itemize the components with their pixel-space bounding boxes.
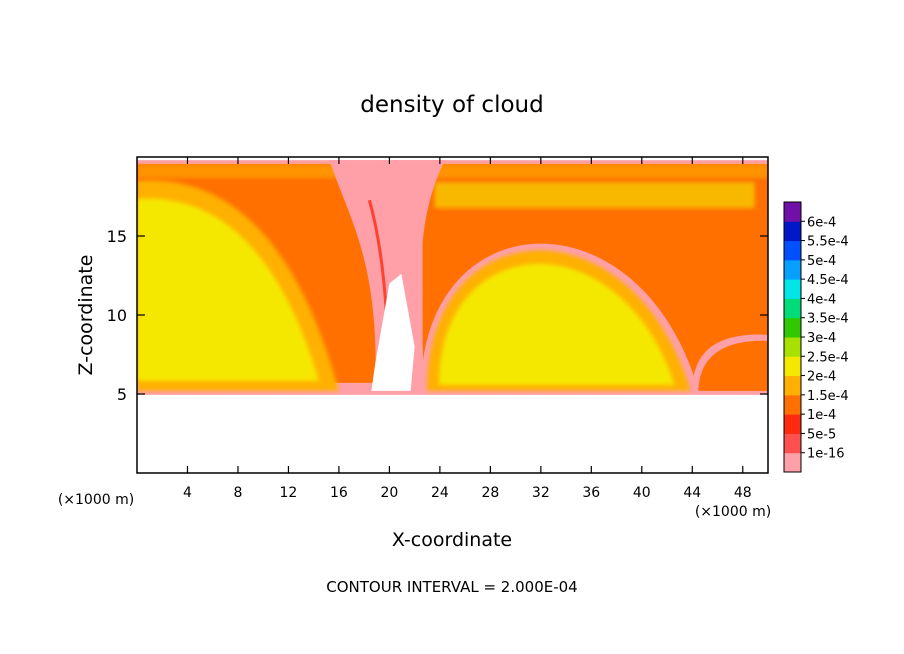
colorbar-label: 5.5e-4 — [807, 235, 849, 250]
x-axis-label: X-coordinate — [392, 529, 512, 551]
colorbar-swatch — [784, 375, 801, 396]
small-dome — [698, 340, 768, 391]
colorbar-swatch — [784, 317, 801, 338]
colorbar-label: 1e-4 — [807, 408, 836, 423]
colorbar-label: 2.5e-4 — [807, 350, 849, 365]
left-dome-core — [137, 198, 319, 381]
colorbar-swatch — [784, 259, 801, 280]
colorbar-swatch — [784, 240, 801, 261]
y-tick-label: 10 — [107, 306, 127, 325]
x-tick-label: 36 — [582, 485, 600, 501]
colorbar-swatch — [784, 298, 801, 319]
colorbar-swatch — [784, 433, 801, 454]
x-tick-label: 20 — [380, 485, 398, 501]
contour-interval-text: CONTOUR INTERVAL = 2.000E-04 — [326, 578, 577, 596]
x-unit-left: (×1000 m) — [58, 492, 134, 508]
x-tick-label: 4 — [183, 485, 192, 501]
colorbar-swatch — [784, 414, 801, 434]
colorbar-swatch — [784, 394, 801, 415]
density-field — [137, 160, 768, 473]
colorbar-label: 5e-4 — [807, 254, 836, 269]
right-dome-core — [438, 263, 675, 385]
y-axis-ticks: 5 10 15 — [107, 227, 768, 404]
colorbar-label: 4.5e-4 — [807, 273, 849, 288]
x-tick-label: 48 — [734, 485, 752, 501]
x-tick-label: 16 — [330, 485, 348, 501]
colorbar-label: 1.5e-4 — [807, 389, 849, 404]
colorbar-label: 3.5e-4 — [807, 312, 849, 327]
colorbar-swatch — [784, 221, 801, 242]
colorbar-swatch — [784, 452, 801, 473]
clear-gap — [371, 273, 415, 391]
colorbar-label: 2e-4 — [807, 370, 836, 385]
upper-band — [137, 164, 768, 179]
clear-air-below — [137, 395, 768, 473]
colorbar-label: 5e-5 — [807, 427, 836, 442]
colorbar-label: 6e-4 — [807, 215, 836, 230]
x-tick-label: 12 — [280, 485, 298, 501]
x-tick-label: 40 — [633, 485, 651, 501]
y-tick-label: 15 — [107, 227, 127, 246]
colorbar-swatch — [784, 279, 801, 299]
upper-right-band — [434, 182, 755, 209]
colorbar: 6e-4 5.5e-4 5e-4 4.5e-4 4e-4 3.5e-4 3e-4 2.5e-4… — [783, 201, 849, 473]
central-plume — [329, 160, 445, 391]
x-tick-label: 32 — [532, 485, 550, 501]
x-tick-label: 24 — [431, 485, 449, 501]
colorbar-swatch — [784, 337, 801, 357]
x-tick-label: 44 — [683, 485, 701, 501]
x-tick-label: 8 — [233, 485, 242, 501]
chart-title: density of cloud — [360, 92, 543, 118]
colorbar-label: 1e-16 — [807, 447, 845, 462]
y-axis-label: Z-coordinate — [75, 255, 97, 376]
x-unit-right: (×1000 m) — [695, 504, 771, 520]
x-axis-ticks: 4 8 12 16 20 24 28 32 36 40 44 48 — [183, 157, 752, 501]
x-tick-label: 28 — [481, 485, 499, 501]
colorbar-label: 3e-4 — [807, 331, 836, 346]
y-tick-label: 5 — [117, 385, 127, 404]
colorbar-swatch — [784, 356, 801, 377]
colorbar-label: 4e-4 — [807, 292, 836, 307]
colorbar-swatch — [784, 202, 801, 222]
